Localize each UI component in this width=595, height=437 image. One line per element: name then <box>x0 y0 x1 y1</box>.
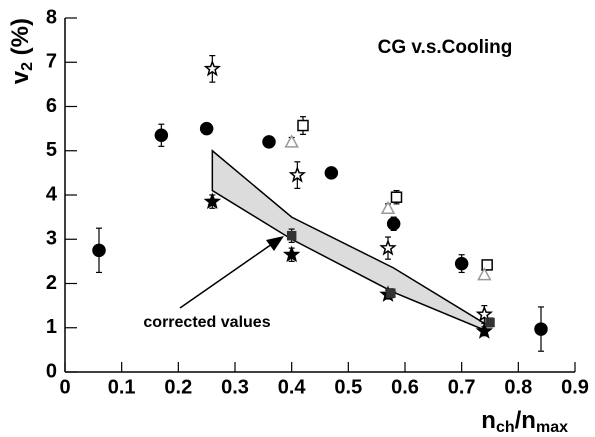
chart-title: CG v.s.Cooling <box>378 37 513 58</box>
y-label-suffix: (%) <box>7 18 34 62</box>
y-tick-label: 0 <box>46 360 57 382</box>
marker-square <box>286 230 297 241</box>
marker-square <box>386 288 396 298</box>
y-axis-label: v2 (%) <box>7 18 36 84</box>
marker-star <box>203 192 222 210</box>
marker-circle <box>154 128 169 143</box>
annotation-arrow <box>179 243 273 309</box>
marker-square <box>390 191 403 203</box>
marker-star <box>475 305 494 322</box>
y-tick-label: 1 <box>46 316 57 338</box>
annotation: corrected values <box>143 314 270 331</box>
marker-triangle <box>380 200 396 215</box>
x-label-sub: ch <box>496 419 515 436</box>
y-tick-label: 4 <box>46 183 58 205</box>
marker-star <box>475 322 494 339</box>
marker-circle <box>199 121 214 136</box>
marker-circle <box>534 322 548 336</box>
y-label-main: v <box>7 70 34 84</box>
y-tick-label: 8 <box>46 6 57 28</box>
marker-circle <box>92 243 106 258</box>
y-tick-label: 6 <box>46 95 57 117</box>
x-label-main: n <box>481 407 496 434</box>
y-tick-label: 3 <box>46 228 57 250</box>
marker-square <box>297 119 309 132</box>
marker-circle <box>386 217 401 231</box>
marker-circle <box>262 135 276 149</box>
x-tick-label: 0.4 <box>278 376 307 398</box>
marker-circle <box>454 256 469 271</box>
x-label-sep: /n <box>515 407 536 434</box>
x-tick-label: 0.7 <box>448 376 476 398</box>
x-tick-label: 0.1 <box>108 376 136 398</box>
x-tick-label: 0.6 <box>391 376 419 398</box>
x-tick-label: 0.9 <box>561 376 589 398</box>
marker-star <box>379 238 397 256</box>
x-tick-label: 0 <box>59 376 70 398</box>
marker-circle <box>324 166 339 180</box>
x-tick-label: 0.3 <box>221 376 249 398</box>
marker-triangle <box>284 134 299 148</box>
band <box>211 149 486 332</box>
x-tick-label: 0.2 <box>164 376 192 398</box>
marker-star <box>288 165 307 183</box>
y-label-sub: 2 <box>19 62 36 71</box>
marker-square <box>485 317 495 328</box>
x-axis-label: nch/nmax <box>481 407 568 436</box>
x-tick-label: 0.5 <box>334 376 362 398</box>
y-tick-label: 5 <box>46 139 57 161</box>
x-tick-label: 0.8 <box>504 376 532 398</box>
x-label-sub2: max <box>536 419 568 436</box>
arrow-head <box>266 236 284 251</box>
marker-star <box>282 245 301 263</box>
y-tick-label: 7 <box>46 51 57 73</box>
marker-triangle <box>477 267 492 281</box>
marker-star <box>203 59 222 77</box>
y-tick-label: 2 <box>46 272 57 294</box>
